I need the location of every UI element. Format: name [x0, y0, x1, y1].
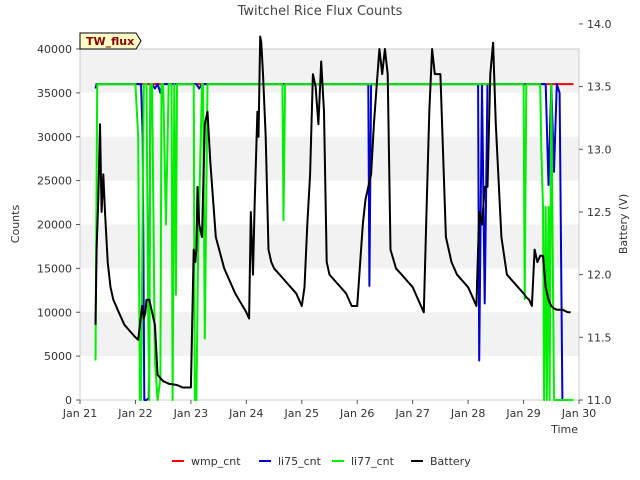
x-tick-label: Jan 22	[117, 407, 152, 420]
series-layer	[94, 35, 574, 401]
y-axis-label: Counts	[9, 205, 22, 244]
x-tick-label: Jan 30	[561, 407, 596, 420]
y2-tick-label: 11.0	[587, 394, 612, 407]
grid-band	[80, 49, 579, 93]
legend: wmp_cnt li75_cnt li77_cnt Battery	[172, 455, 471, 468]
x-tick-label: Jan 26	[339, 407, 374, 420]
x-tick-label: Jan 25	[284, 407, 319, 420]
series-line-li77-cnt	[94, 83, 574, 401]
y2-tick-label: 12.0	[587, 269, 612, 282]
y2-tick-label: 14.0	[587, 18, 612, 31]
chart-title: Twitchel Rice Flux Counts	[237, 4, 403, 19]
y-tick-label: 30000	[37, 131, 72, 144]
legend-label: li75_cnt	[278, 455, 322, 468]
x-tick-label: Jan 28	[450, 407, 485, 420]
grid-band	[80, 312, 579, 357]
axes-layer: 0 5000 10000 15000 20000 25000 30000 35000 40000…	[37, 18, 612, 420]
series-line-battery	[94, 35, 571, 389]
y2-tick-label: 12.5	[587, 206, 612, 219]
annotation-box: TW_flux	[79, 32, 142, 50]
y2-tick-label: 13.0	[587, 143, 612, 156]
legend-label: li77_cnt	[351, 455, 395, 468]
y-tick-label: 15000	[37, 262, 72, 275]
y-tick-label: 5000	[44, 350, 72, 363]
grid-band	[80, 224, 579, 269]
legend-label: wmp_cnt	[191, 455, 241, 468]
x-tick-label: Jan 24	[228, 407, 263, 420]
y-tick-label: 10000	[37, 306, 72, 319]
y-tick-label: 25000	[37, 175, 72, 188]
x-axis-label: Time	[550, 423, 578, 436]
y-tick-label: 20000	[37, 219, 72, 232]
x-tick-label: Jan 21	[62, 407, 97, 420]
y-tick-label: 35000	[37, 87, 72, 100]
x-tick-label: Jan 23	[173, 407, 208, 420]
y2-axis-label: Battery (V)	[617, 194, 630, 254]
x-tick-label: Jan 29	[505, 407, 540, 420]
y2-tick-label: 13.5	[587, 81, 612, 94]
y-tick-label: 0	[65, 394, 72, 407]
annotation-shape	[79, 32, 142, 50]
grid-band	[80, 136, 579, 181]
legend-label: Battery	[430, 455, 471, 468]
x-tick-label: Jan 27	[394, 407, 429, 420]
y-tick-label: 40000	[37, 43, 72, 56]
y2-tick-label: 11.5	[587, 331, 612, 344]
annotation-label: TW_flux	[86, 35, 134, 48]
